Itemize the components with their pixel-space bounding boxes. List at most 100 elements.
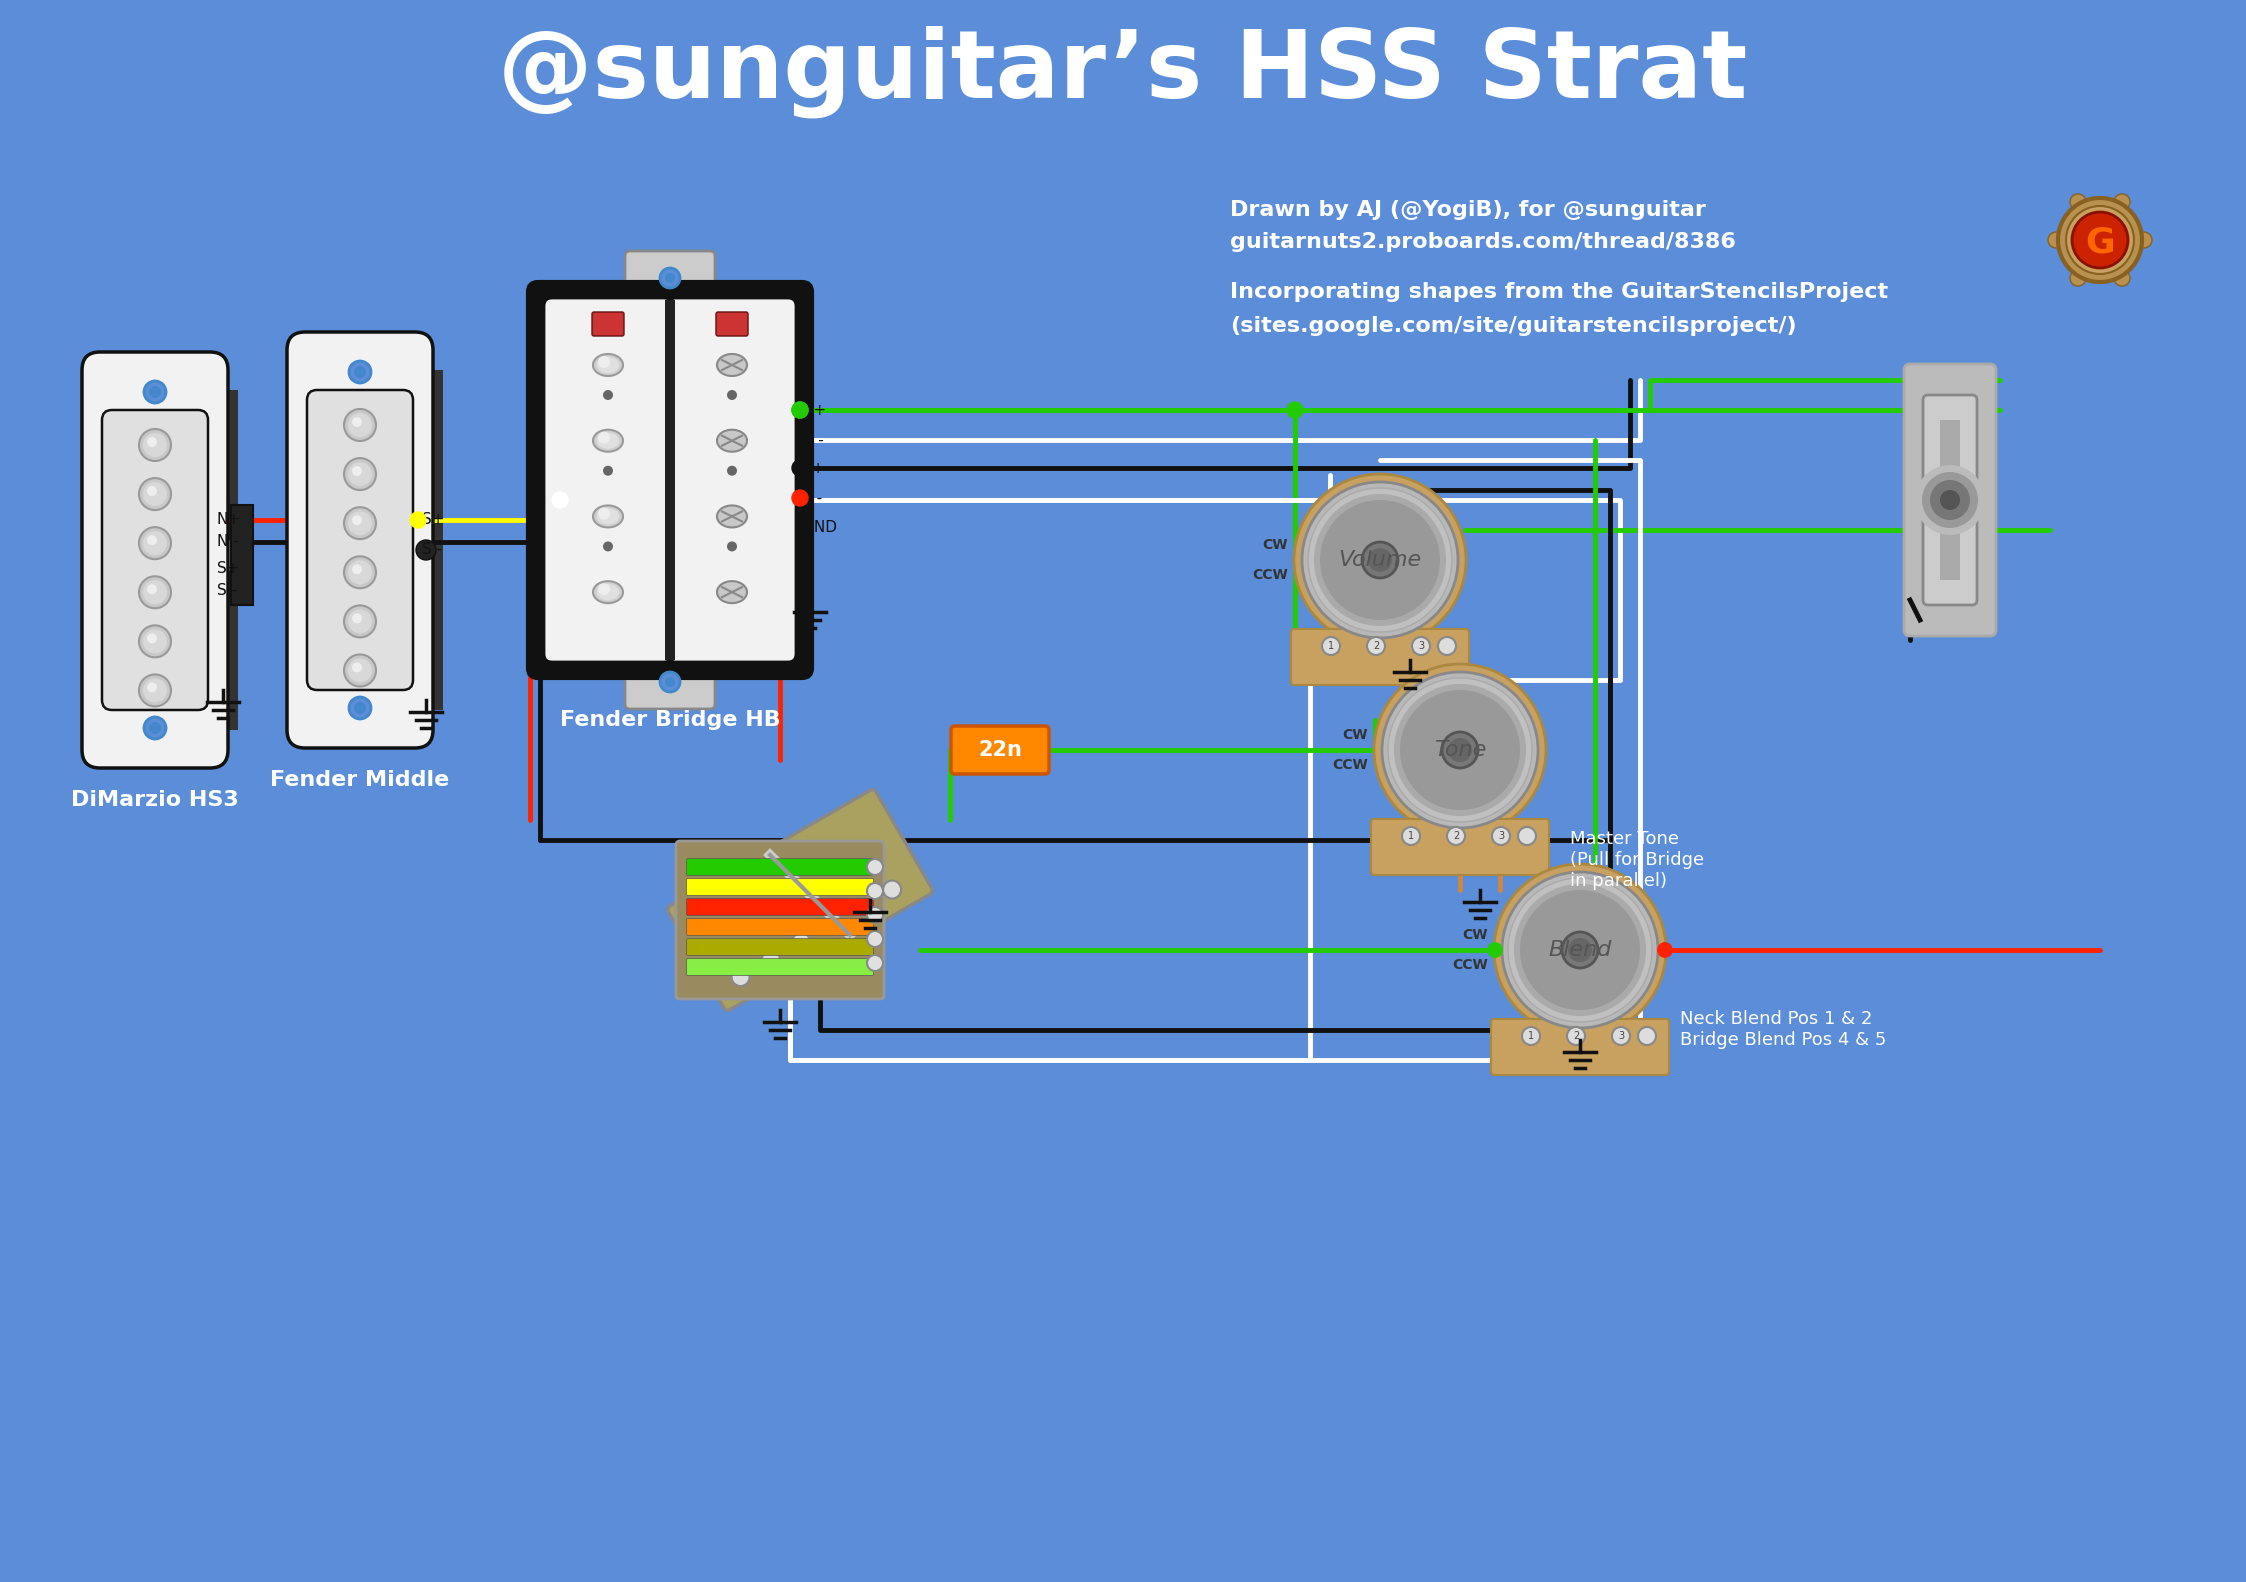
Circle shape xyxy=(348,609,373,633)
Text: 22n: 22n xyxy=(977,740,1022,759)
Text: N -: N - xyxy=(218,535,238,549)
Circle shape xyxy=(1442,732,1478,767)
Circle shape xyxy=(761,951,779,968)
Circle shape xyxy=(144,679,166,702)
Text: CCW: CCW xyxy=(1453,959,1489,971)
Circle shape xyxy=(1658,943,1671,957)
Text: Volume: Volume xyxy=(1339,551,1422,570)
Circle shape xyxy=(597,508,611,519)
Circle shape xyxy=(139,674,171,707)
Circle shape xyxy=(1503,872,1658,1028)
Circle shape xyxy=(144,381,166,403)
FancyBboxPatch shape xyxy=(528,282,813,679)
Circle shape xyxy=(732,968,750,986)
Circle shape xyxy=(344,557,375,589)
Circle shape xyxy=(353,418,362,427)
Circle shape xyxy=(348,511,373,535)
Circle shape xyxy=(146,437,157,448)
Circle shape xyxy=(1561,932,1597,968)
Circle shape xyxy=(728,391,737,400)
Circle shape xyxy=(1941,490,1961,509)
FancyBboxPatch shape xyxy=(1905,364,1997,636)
Text: 1: 1 xyxy=(1527,1031,1534,1041)
Circle shape xyxy=(344,459,375,490)
Circle shape xyxy=(867,906,883,922)
Text: S -: S - xyxy=(802,490,822,506)
FancyBboxPatch shape xyxy=(624,252,714,305)
Circle shape xyxy=(348,413,373,437)
Text: 2: 2 xyxy=(1572,1031,1579,1041)
Ellipse shape xyxy=(716,581,748,603)
FancyBboxPatch shape xyxy=(593,312,624,335)
Circle shape xyxy=(139,478,171,509)
Circle shape xyxy=(1916,465,1985,535)
Circle shape xyxy=(146,584,157,595)
FancyBboxPatch shape xyxy=(287,332,433,748)
Circle shape xyxy=(144,717,166,739)
Circle shape xyxy=(144,630,166,653)
Circle shape xyxy=(2136,233,2152,248)
Text: Incorporating shapes from the GuitarStencilsProject: Incorporating shapes from the GuitarSten… xyxy=(1231,282,1889,302)
FancyBboxPatch shape xyxy=(624,655,714,709)
Circle shape xyxy=(1449,737,1471,763)
FancyBboxPatch shape xyxy=(687,938,874,956)
Text: S -: S - xyxy=(218,582,238,598)
Text: 1: 1 xyxy=(1327,641,1334,652)
Circle shape xyxy=(1413,638,1431,655)
Text: 3: 3 xyxy=(1417,641,1424,652)
Circle shape xyxy=(665,274,676,283)
Ellipse shape xyxy=(716,505,748,527)
Text: DiMarzio HS3: DiMarzio HS3 xyxy=(72,789,238,810)
Text: Master Tone
(Pull for Bridge
in parallel): Master Tone (Pull for Bridge in parallel… xyxy=(1570,831,1705,889)
Circle shape xyxy=(660,672,681,691)
Circle shape xyxy=(1381,672,1539,827)
Circle shape xyxy=(602,465,613,476)
Circle shape xyxy=(2071,195,2087,210)
FancyBboxPatch shape xyxy=(101,410,209,710)
Ellipse shape xyxy=(597,508,620,524)
Circle shape xyxy=(344,606,375,638)
Circle shape xyxy=(728,541,737,552)
Circle shape xyxy=(1637,1027,1655,1046)
Circle shape xyxy=(144,483,166,506)
Circle shape xyxy=(348,361,371,383)
Ellipse shape xyxy=(716,430,748,452)
Circle shape xyxy=(1523,1027,1541,1046)
Ellipse shape xyxy=(716,354,748,377)
Circle shape xyxy=(148,721,162,734)
Circle shape xyxy=(793,933,811,951)
Circle shape xyxy=(348,560,373,584)
Circle shape xyxy=(1368,547,1393,573)
Circle shape xyxy=(597,432,611,443)
Circle shape xyxy=(144,433,166,457)
Text: CW: CW xyxy=(1343,728,1368,742)
Circle shape xyxy=(353,467,362,476)
Circle shape xyxy=(2113,271,2129,286)
Ellipse shape xyxy=(597,433,620,449)
Circle shape xyxy=(1368,638,1386,655)
Circle shape xyxy=(353,565,362,574)
Bar xyxy=(665,301,676,660)
FancyBboxPatch shape xyxy=(308,391,413,690)
Circle shape xyxy=(793,402,809,418)
Text: N+: N+ xyxy=(218,513,240,527)
Circle shape xyxy=(2071,271,2087,286)
Circle shape xyxy=(728,465,737,476)
Circle shape xyxy=(553,492,568,508)
Circle shape xyxy=(793,460,809,476)
Circle shape xyxy=(1521,891,1640,1009)
Circle shape xyxy=(1568,1027,1586,1046)
Text: GND: GND xyxy=(802,520,838,535)
Circle shape xyxy=(597,584,611,595)
Circle shape xyxy=(139,429,171,460)
Text: S+: S+ xyxy=(802,460,824,476)
Circle shape xyxy=(867,883,883,899)
Bar xyxy=(1941,419,1961,581)
Circle shape xyxy=(139,527,171,558)
Ellipse shape xyxy=(593,354,622,377)
Polygon shape xyxy=(204,391,238,729)
Circle shape xyxy=(1923,471,1979,528)
Circle shape xyxy=(1321,500,1440,620)
Circle shape xyxy=(144,581,166,604)
Circle shape xyxy=(853,899,871,916)
